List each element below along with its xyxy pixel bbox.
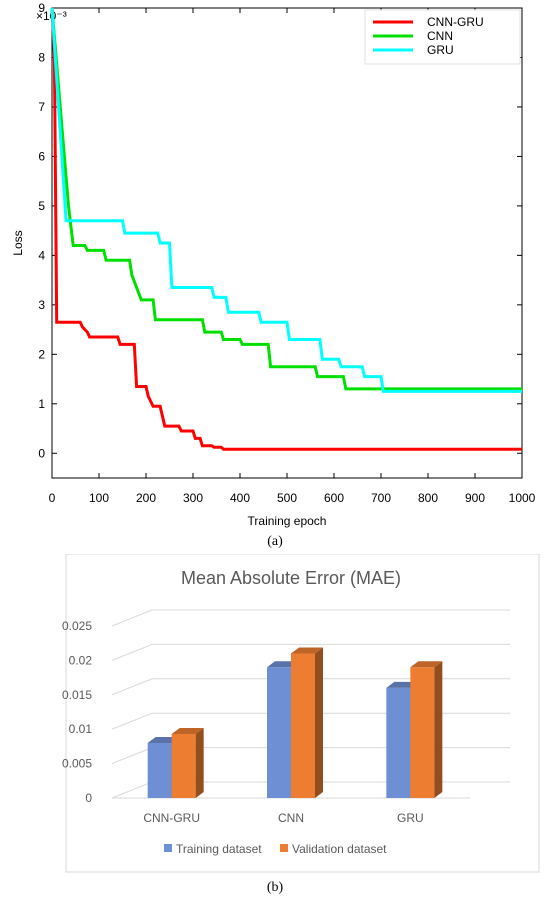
x-tick-label: 1000 [509, 491, 536, 505]
bar-side [195, 728, 204, 798]
legend-label: GRU [427, 43, 454, 57]
bar-front [291, 653, 315, 798]
y-tick-label: 4 [38, 248, 45, 262]
panel-caption: (a) [267, 534, 283, 549]
chart-title: Mean Absolute Error (MAE) [181, 568, 401, 588]
y-tick-label: 0.005 [62, 757, 92, 771]
panel-caption: (b) [267, 880, 284, 895]
legend-label: CNN-GRU [427, 15, 484, 29]
y-tick-label: 9 [38, 1, 45, 15]
y-tick-label: 0 [85, 791, 92, 805]
x-tick-label: 700 [371, 491, 391, 505]
legend-label: Validation dataset [292, 842, 387, 856]
x-tick-label: 300 [183, 491, 203, 505]
x-tick-label: 200 [136, 491, 156, 505]
mae-bar-chart: Mean Absolute Error (MAE) 0 0.005 0.01 0.015… [62, 554, 540, 895]
y-tick-label: 8 [38, 50, 45, 64]
bar-front [267, 667, 291, 798]
x-tick-label: CNN-GRU [143, 811, 200, 825]
bar-top [171, 728, 204, 735]
gridline [111, 609, 510, 627]
bar-1-1 [291, 647, 323, 798]
y-tick-label: 0.025 [62, 619, 92, 633]
x-tick-label: 400 [230, 491, 250, 505]
y-tick-label: 7 [38, 100, 45, 114]
x-tick-label: 0 [49, 491, 56, 505]
x-tick-label: 100 [89, 491, 109, 505]
y-tick-label: 0.015 [62, 688, 92, 702]
y-tick-label: 1 [38, 397, 45, 411]
gridline [111, 678, 510, 696]
y-tick-label: 0 [38, 446, 45, 460]
y-tick-label: 5 [38, 199, 45, 213]
bar-top [291, 647, 323, 654]
bar-side [315, 647, 323, 798]
legend-label: Training dataset [176, 842, 262, 856]
legend-swatch [280, 844, 288, 852]
x-tick-label: 500 [277, 491, 297, 505]
bar-front [171, 734, 196, 798]
y-tick-label: 2 [38, 347, 45, 361]
series-line-2 [50, 7, 522, 393]
y-tick-label: 6 [38, 149, 45, 163]
x-tick-label: 800 [418, 491, 438, 505]
y-tick-label: 3 [38, 298, 45, 312]
x-axis-label: Training epoch [248, 514, 327, 528]
gridline [111, 643, 510, 661]
series-line-1 [50, 7, 522, 391]
x-tick-label: CNN [278, 811, 304, 825]
bar-front [147, 742, 172, 798]
loss-line-chart: 0 100 200 300 400 500 600 700 800 900 1000 0 1 2 3 4 5 6 7… [11, 1, 536, 549]
bar-side [434, 661, 443, 798]
bar-front [410, 667, 435, 798]
y-axis-label: Loss [11, 230, 25, 255]
bar-top [410, 661, 443, 668]
bar-2-1 [410, 661, 443, 798]
plot-area-frame [51, 7, 523, 479]
bar-front [386, 687, 411, 798]
series-line-0 [50, 7, 522, 451]
legend-label: CNN [427, 29, 453, 43]
legend-swatch [164, 844, 172, 852]
x-tick-label: 600 [324, 491, 344, 505]
y-tick-label: 0.02 [69, 653, 93, 667]
x-tick-label: 900 [465, 491, 485, 505]
bar-0-1 [171, 728, 204, 798]
y-tick-label: 0.01 [69, 722, 93, 736]
x-tick-label: GRU [397, 811, 424, 825]
